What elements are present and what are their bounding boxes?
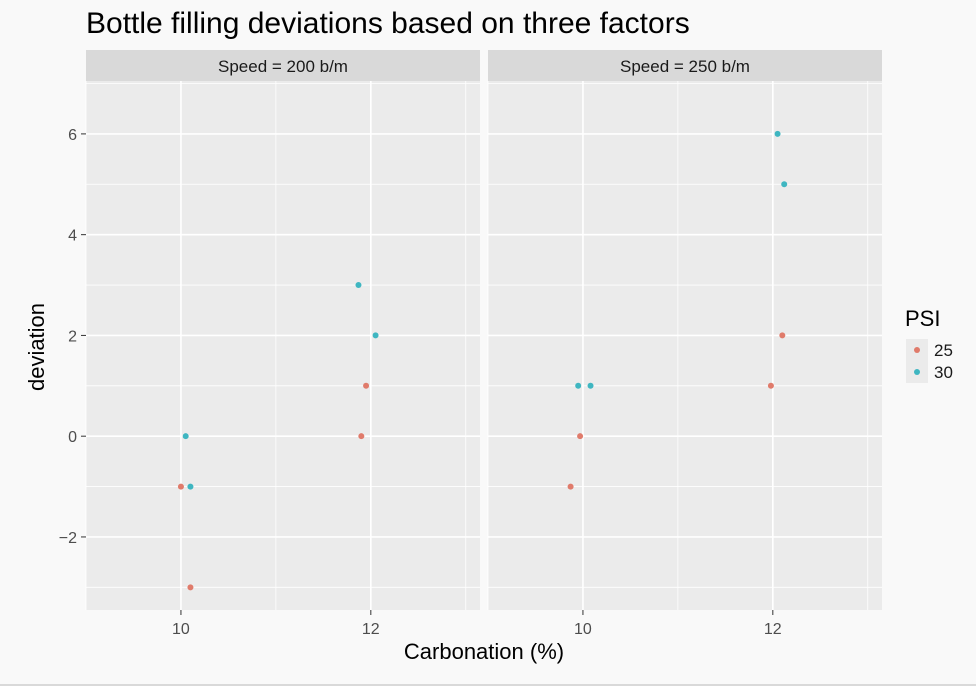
legend-label: 30 [934, 363, 953, 382]
legend-swatch [914, 347, 920, 353]
panel-background [86, 81, 480, 610]
data-point-psi-25 [567, 483, 574, 490]
data-point-psi-25 [779, 332, 786, 339]
data-point-psi-30 [182, 433, 189, 440]
facet-strip-label: Speed = 200 b/m [218, 57, 348, 76]
data-point-psi-30 [575, 382, 582, 389]
facet-strip-label: Speed = 250 b/m [620, 57, 750, 76]
data-point-psi-25 [187, 584, 194, 591]
x-tick-label: 10 [574, 621, 592, 638]
x-tick-label: 12 [764, 621, 782, 638]
facet-panel: Speed = 200 b/m 10 12 [85, 50, 480, 638]
x-tick-label: 12 [362, 621, 380, 638]
panel-background [488, 81, 882, 610]
chart-title: Bottle filling deviations based on three… [86, 7, 690, 40]
facet-strip [86, 50, 480, 81]
data-point-psi-25 [363, 382, 370, 389]
facet-panel: Speed = 250 b/m 10 12 [487, 50, 882, 638]
y-tick-label: 2 [68, 328, 77, 345]
y-axis-label: deviation [24, 303, 49, 391]
data-point-psi-30 [781, 181, 788, 188]
y-tick-label: −2 [59, 530, 77, 547]
data-point-psi-30 [372, 332, 379, 339]
x-tick-label: 10 [172, 621, 190, 638]
bottom-rule [0, 684, 976, 686]
y-tick-label: 4 [68, 228, 77, 245]
legend-title: PSI [905, 306, 940, 331]
data-point-psi-25 [577, 433, 584, 440]
data-point-psi-30 [587, 382, 594, 389]
legend-label: 25 [934, 341, 953, 360]
data-point-psi-30 [355, 282, 362, 289]
y-tick-label: 6 [68, 127, 77, 144]
legend-swatch [914, 369, 920, 375]
data-point-psi-25 [177, 483, 184, 490]
data-point-psi-30 [187, 483, 194, 490]
data-point-psi-25 [767, 382, 774, 389]
legend: PSI 25 30 [905, 306, 953, 383]
y-axis: −2 0 2 4 6 [59, 127, 86, 547]
facet-strip [488, 50, 882, 81]
facet-panels: Speed = 200 b/m 10 12 Speed = 250 b/m 10 12 −2… [59, 50, 882, 638]
y-tick-label: 0 [68, 429, 77, 446]
data-point-psi-30 [774, 130, 781, 137]
data-point-psi-25 [358, 433, 365, 440]
x-axis-label: Carbonation (%) [404, 639, 564, 664]
